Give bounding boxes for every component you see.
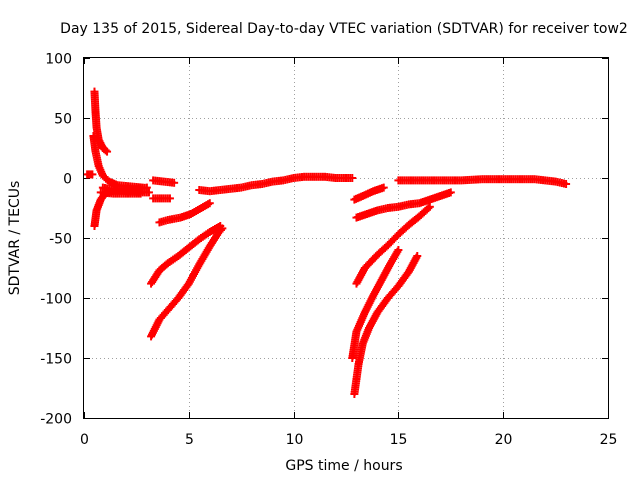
data-point (446, 188, 455, 197)
plot-frame (83, 57, 609, 419)
data-point (170, 178, 179, 187)
x-axis-label: GPS time / hours (285, 458, 402, 474)
data-point (88, 170, 97, 179)
data-point (144, 188, 153, 197)
data-point (205, 199, 214, 208)
y-tick-label: -150 (40, 352, 72, 368)
x-tick-label: 5 (185, 432, 194, 448)
data-point (348, 174, 357, 182)
data-point (562, 180, 571, 188)
data-point (165, 194, 174, 203)
y-axis-label: SDTVAR / TECUs (7, 181, 23, 296)
data-point (136, 189, 145, 198)
x-tick-label: 10 (286, 432, 304, 448)
y-tick-label: 50 (54, 112, 72, 128)
x-tick-label: 25 (600, 432, 618, 448)
chart-title: Day 135 of 2015, Sidereal Day-to-day VTE… (60, 21, 628, 37)
data-point (101, 146, 110, 155)
x-tick-label: 20 (495, 432, 513, 448)
y-tick-label: 0 (63, 172, 72, 188)
y-tick-label: -200 (40, 412, 72, 428)
x-tick-label: 15 (390, 432, 408, 448)
tick-labels: 0 5 10 15 20 25 100 50 0 -50 -100 -150 -200 (40, 52, 617, 449)
data-point (218, 224, 227, 233)
data-point (413, 252, 422, 260)
data-point (216, 226, 225, 234)
data-points (83, 87, 571, 398)
y-tick-label: 100 (45, 52, 72, 68)
data-point (103, 147, 112, 156)
x-tick-label: 0 (80, 432, 89, 448)
data-point (394, 246, 403, 254)
data-point (379, 183, 388, 192)
y-tick-label: -50 (49, 232, 72, 248)
axis-ticks (84, 58, 609, 419)
data-point (424, 204, 433, 213)
y-tick-label: -100 (40, 292, 72, 308)
grid-lines (84, 58, 608, 418)
data-point (425, 202, 434, 211)
